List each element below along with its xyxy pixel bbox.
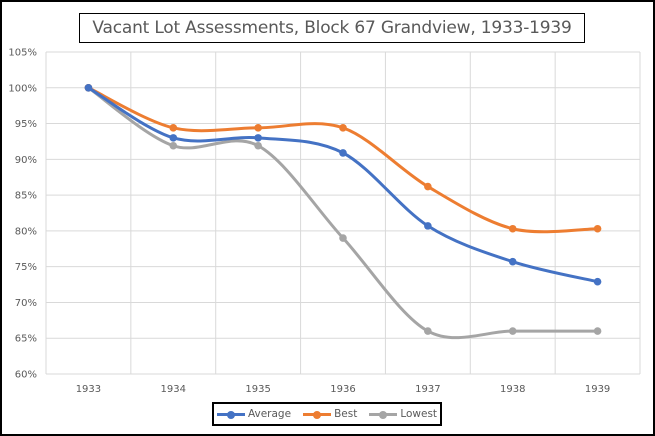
y-tick-label: 70% — [15, 298, 37, 309]
data-point-lowest — [424, 327, 432, 335]
y-tick-label: 65% — [15, 334, 37, 345]
x-tick-label: 1939 — [585, 384, 610, 395]
legend: Average Best Lowest — [212, 402, 442, 426]
data-point-lowest — [339, 234, 347, 242]
data-point-average — [593, 277, 602, 286]
data-point-best — [593, 224, 602, 233]
x-tick-label: 1935 — [245, 384, 270, 395]
x-tick-label: 1934 — [161, 384, 186, 395]
data-point-average — [84, 83, 93, 92]
legend-label-best: Best — [334, 408, 358, 420]
x-tick-label: 1937 — [415, 384, 440, 395]
data-point-best — [169, 124, 178, 132]
data-point-best — [254, 124, 262, 132]
legend-label-lowest: Lowest — [400, 408, 438, 420]
series-average — [84, 83, 602, 286]
data-point-best — [508, 224, 517, 233]
y-tick-label: 105% — [8, 48, 37, 59]
x-axis-ticks: 1933 1934 1935 1936 1937 1938 1939 — [76, 384, 611, 395]
legend-swatch-best — [303, 409, 332, 419]
series-lines — [84, 83, 602, 340]
legend-item-average: Average — [216, 408, 292, 420]
x-tick-label: 1938 — [500, 384, 525, 395]
data-point-best — [339, 124, 347, 132]
series-line-average — [86, 86, 600, 284]
data-point-average — [424, 222, 432, 230]
data-point-lowest — [593, 327, 602, 335]
data-point-lowest — [169, 141, 178, 150]
data-point-average — [508, 257, 517, 266]
x-tick-label: 1933 — [76, 384, 101, 395]
data-point-average — [254, 134, 262, 142]
y-tick-label: 95% — [15, 119, 37, 130]
series-best — [84, 83, 602, 234]
legend-swatch-average — [216, 409, 245, 419]
y-tick-label: 85% — [15, 191, 37, 202]
gridlines — [45, 51, 641, 375]
data-point-best — [424, 182, 432, 191]
data-point-lowest — [508, 327, 517, 335]
legend-item-best: Best — [303, 408, 357, 420]
y-tick-label: 80% — [15, 226, 37, 237]
legend-label-average: Average — [247, 408, 292, 420]
y-tick-label: 90% — [15, 155, 37, 166]
chart-title: Vacant Lot Assessments, Block 67 Grandvi… — [92, 18, 572, 38]
data-point-average — [339, 149, 347, 157]
y-tick-label: 75% — [15, 262, 37, 273]
x-tick-label: 1936 — [330, 384, 355, 395]
series-lowest — [84, 83, 602, 340]
legend-item-lowest: Lowest — [369, 408, 437, 420]
y-tick-label: 60% — [15, 370, 37, 381]
y-axis-ticks: 60% 65% 70% 75% 80% 85% 90% 95% 100% 105% — [8, 48, 37, 381]
data-point-average — [169, 134, 178, 142]
legend-swatch-lowest — [369, 409, 398, 419]
chart-title-box: Vacant Lot Assessments, Block 67 Grandvi… — [79, 13, 585, 43]
y-tick-label: 100% — [8, 83, 37, 94]
data-point-lowest — [254, 141, 262, 150]
